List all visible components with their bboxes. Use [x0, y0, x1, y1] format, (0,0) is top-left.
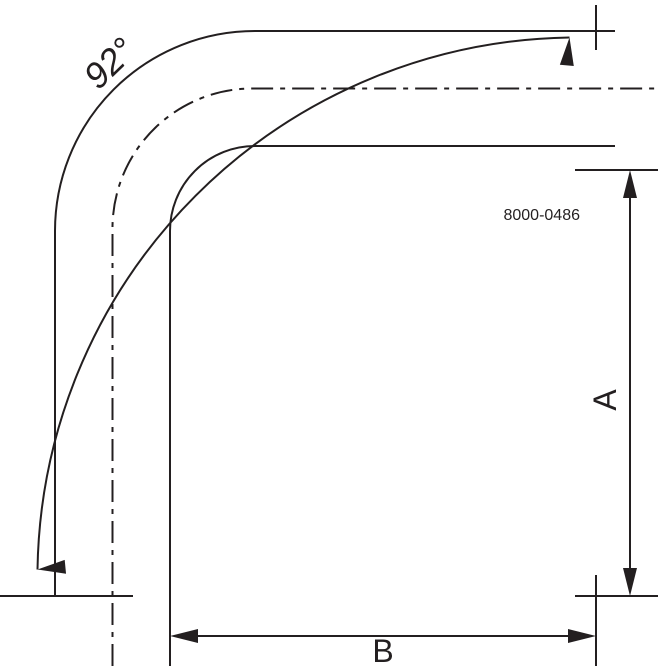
- dim-b-label: B: [372, 633, 393, 669]
- tube-centerline: [112, 88, 658, 666]
- dim-b-arrow-right: [568, 629, 596, 643]
- dim-b-arrow-left: [170, 629, 198, 643]
- dim-a-arrow-bot: [623, 568, 637, 596]
- dim-a-arrow-top: [623, 170, 637, 198]
- angle-label: 92°: [75, 29, 143, 96]
- dim-a-label: A: [587, 389, 623, 411]
- angle-arc: [38, 38, 570, 570]
- technical-drawing: A B 92° 8000-0486: [0, 0, 660, 669]
- part-number: 8000-0486: [503, 207, 580, 224]
- angle-arrow-end: [560, 37, 577, 66]
- tube-outer-outline: [55, 31, 615, 596]
- angle-arrow-start: [37, 560, 66, 577]
